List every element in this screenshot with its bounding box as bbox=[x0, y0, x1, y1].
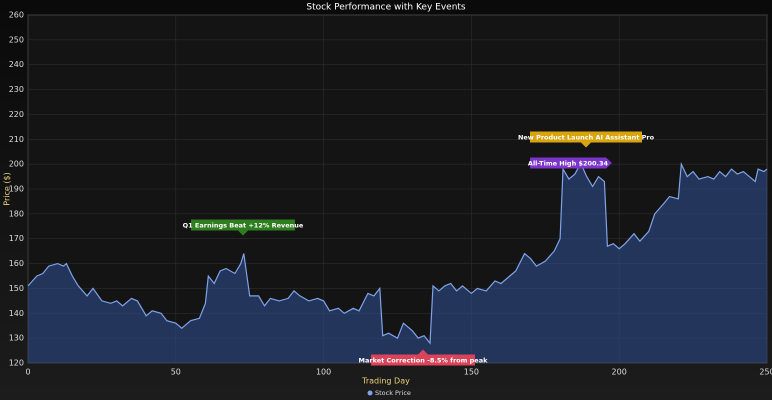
x-tick-label: 200 bbox=[612, 368, 627, 377]
annotation-text: New Product Launch AI Assistant Pro bbox=[518, 134, 655, 142]
annotation-box bbox=[371, 349, 475, 366]
annotation-text: All-Time High $200.34 bbox=[528, 160, 609, 168]
y-tick-label: 170 bbox=[9, 234, 24, 243]
annotation-box bbox=[530, 131, 642, 148]
annotation-text: Market Correction -8.5% from peak bbox=[359, 357, 489, 365]
price-line bbox=[27, 161, 768, 345]
x-tick-label: 250 bbox=[759, 368, 772, 377]
y-tick-label: 200 bbox=[9, 160, 24, 169]
y-tick-label: 240 bbox=[9, 60, 24, 69]
x-tick-label: 0 bbox=[25, 368, 30, 377]
x-axis-label: Trading Day bbox=[361, 377, 410, 386]
x-tick-label: 50 bbox=[171, 368, 181, 377]
annotation-box bbox=[530, 157, 612, 169]
y-tick-label: 120 bbox=[9, 359, 24, 368]
y-axis-label: Price ($) bbox=[3, 172, 12, 205]
y-tick-label: 260 bbox=[9, 11, 24, 20]
annotation: New Product Launch AI Assistant Pro bbox=[518, 131, 655, 148]
y-tick-label: 130 bbox=[9, 334, 24, 343]
annotation-text: Q1 Earnings Beat +12% Revenue bbox=[183, 222, 304, 230]
x-tick-label: 150 bbox=[464, 368, 479, 377]
area-fill bbox=[28, 163, 767, 363]
annotation: Q1 Earnings Beat +12% Revenue bbox=[183, 219, 304, 236]
x-tick-label: 100 bbox=[316, 368, 331, 377]
y-tick-label: 210 bbox=[9, 135, 24, 144]
y-tick-label: 150 bbox=[9, 284, 24, 293]
y-tick-label: 180 bbox=[9, 209, 24, 218]
y-tick-label: 220 bbox=[9, 110, 24, 119]
y-tick-label: 190 bbox=[9, 185, 24, 194]
annotation-box bbox=[191, 219, 295, 236]
y-tick-label: 250 bbox=[9, 35, 24, 44]
legend-marker bbox=[367, 390, 373, 396]
y-tick-label: 230 bbox=[9, 85, 24, 94]
annotation: Market Correction -8.5% from peak bbox=[359, 349, 489, 366]
y-tick-label: 160 bbox=[9, 259, 24, 268]
y-tick-label: 140 bbox=[9, 309, 24, 318]
annotation: All-Time High $200.34 bbox=[528, 157, 612, 169]
chart-title: Stock Performance with Key Events bbox=[306, 3, 466, 13]
legend-label: Stock Price bbox=[375, 389, 411, 397]
